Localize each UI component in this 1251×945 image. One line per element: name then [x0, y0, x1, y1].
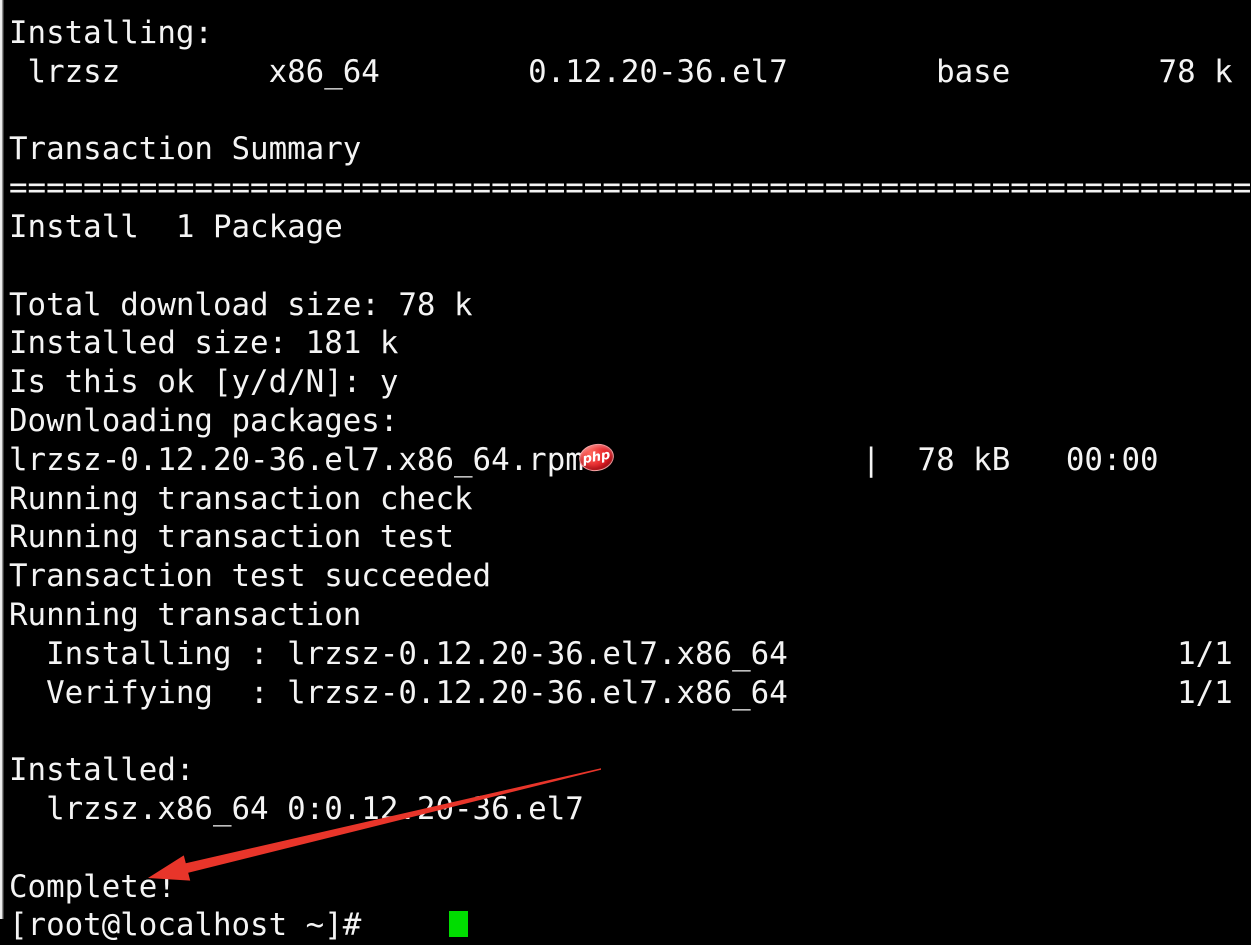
terminal-line: [9, 247, 1251, 286]
terminal-line: Running transaction: [9, 596, 362, 633]
terminal-line: Total download size: 78 k: [9, 286, 473, 323]
terminal-line: [9, 92, 1251, 131]
terminal-line: Is this ok [y/d/N]: y: [9, 364, 399, 401]
terminal-line: Installed size: 181 k: [9, 325, 399, 362]
terminal-line: Installing : lrzsz-0.12.20-36.el7.x86_64…: [9, 635, 1233, 672]
window-edge-strip: [0, 0, 4, 919]
terminal-line: Install 1 Package: [9, 208, 343, 245]
terminal-line: Running transaction test: [9, 519, 454, 556]
terminal-line: lrzsz.x86_64 0:0.12.20-36.el7: [9, 790, 584, 827]
terminal-line: Installed:: [9, 752, 195, 789]
terminal-line: Running transaction check: [9, 480, 473, 517]
terminal-line: lrzsz x86_64 0.12.20-36.el7 base 78 k: [9, 53, 1233, 90]
terminal-line: [root@localhost ~]#: [9, 907, 380, 944]
terminal-line: lrzsz-0.12.20-36.el7.x86_64.rpm | 78 kB …: [9, 441, 1159, 478]
terminal-line: [9, 712, 1251, 751]
terminal-line: Verifying : lrzsz-0.12.20-36.el7.x86_64 …: [9, 674, 1233, 711]
terminal-line: [9, 829, 1251, 868]
terminal-line: Complete!: [9, 868, 176, 905]
terminal-line: ========================================…: [9, 170, 1251, 207]
terminal-line: Transaction Summary: [9, 131, 362, 168]
terminal-line: Transaction test succeeded: [9, 558, 492, 595]
terminal-cursor: [449, 911, 468, 937]
terminal-line: Installing:: [9, 15, 213, 51]
terminal-line: Downloading packages:: [9, 402, 399, 439]
